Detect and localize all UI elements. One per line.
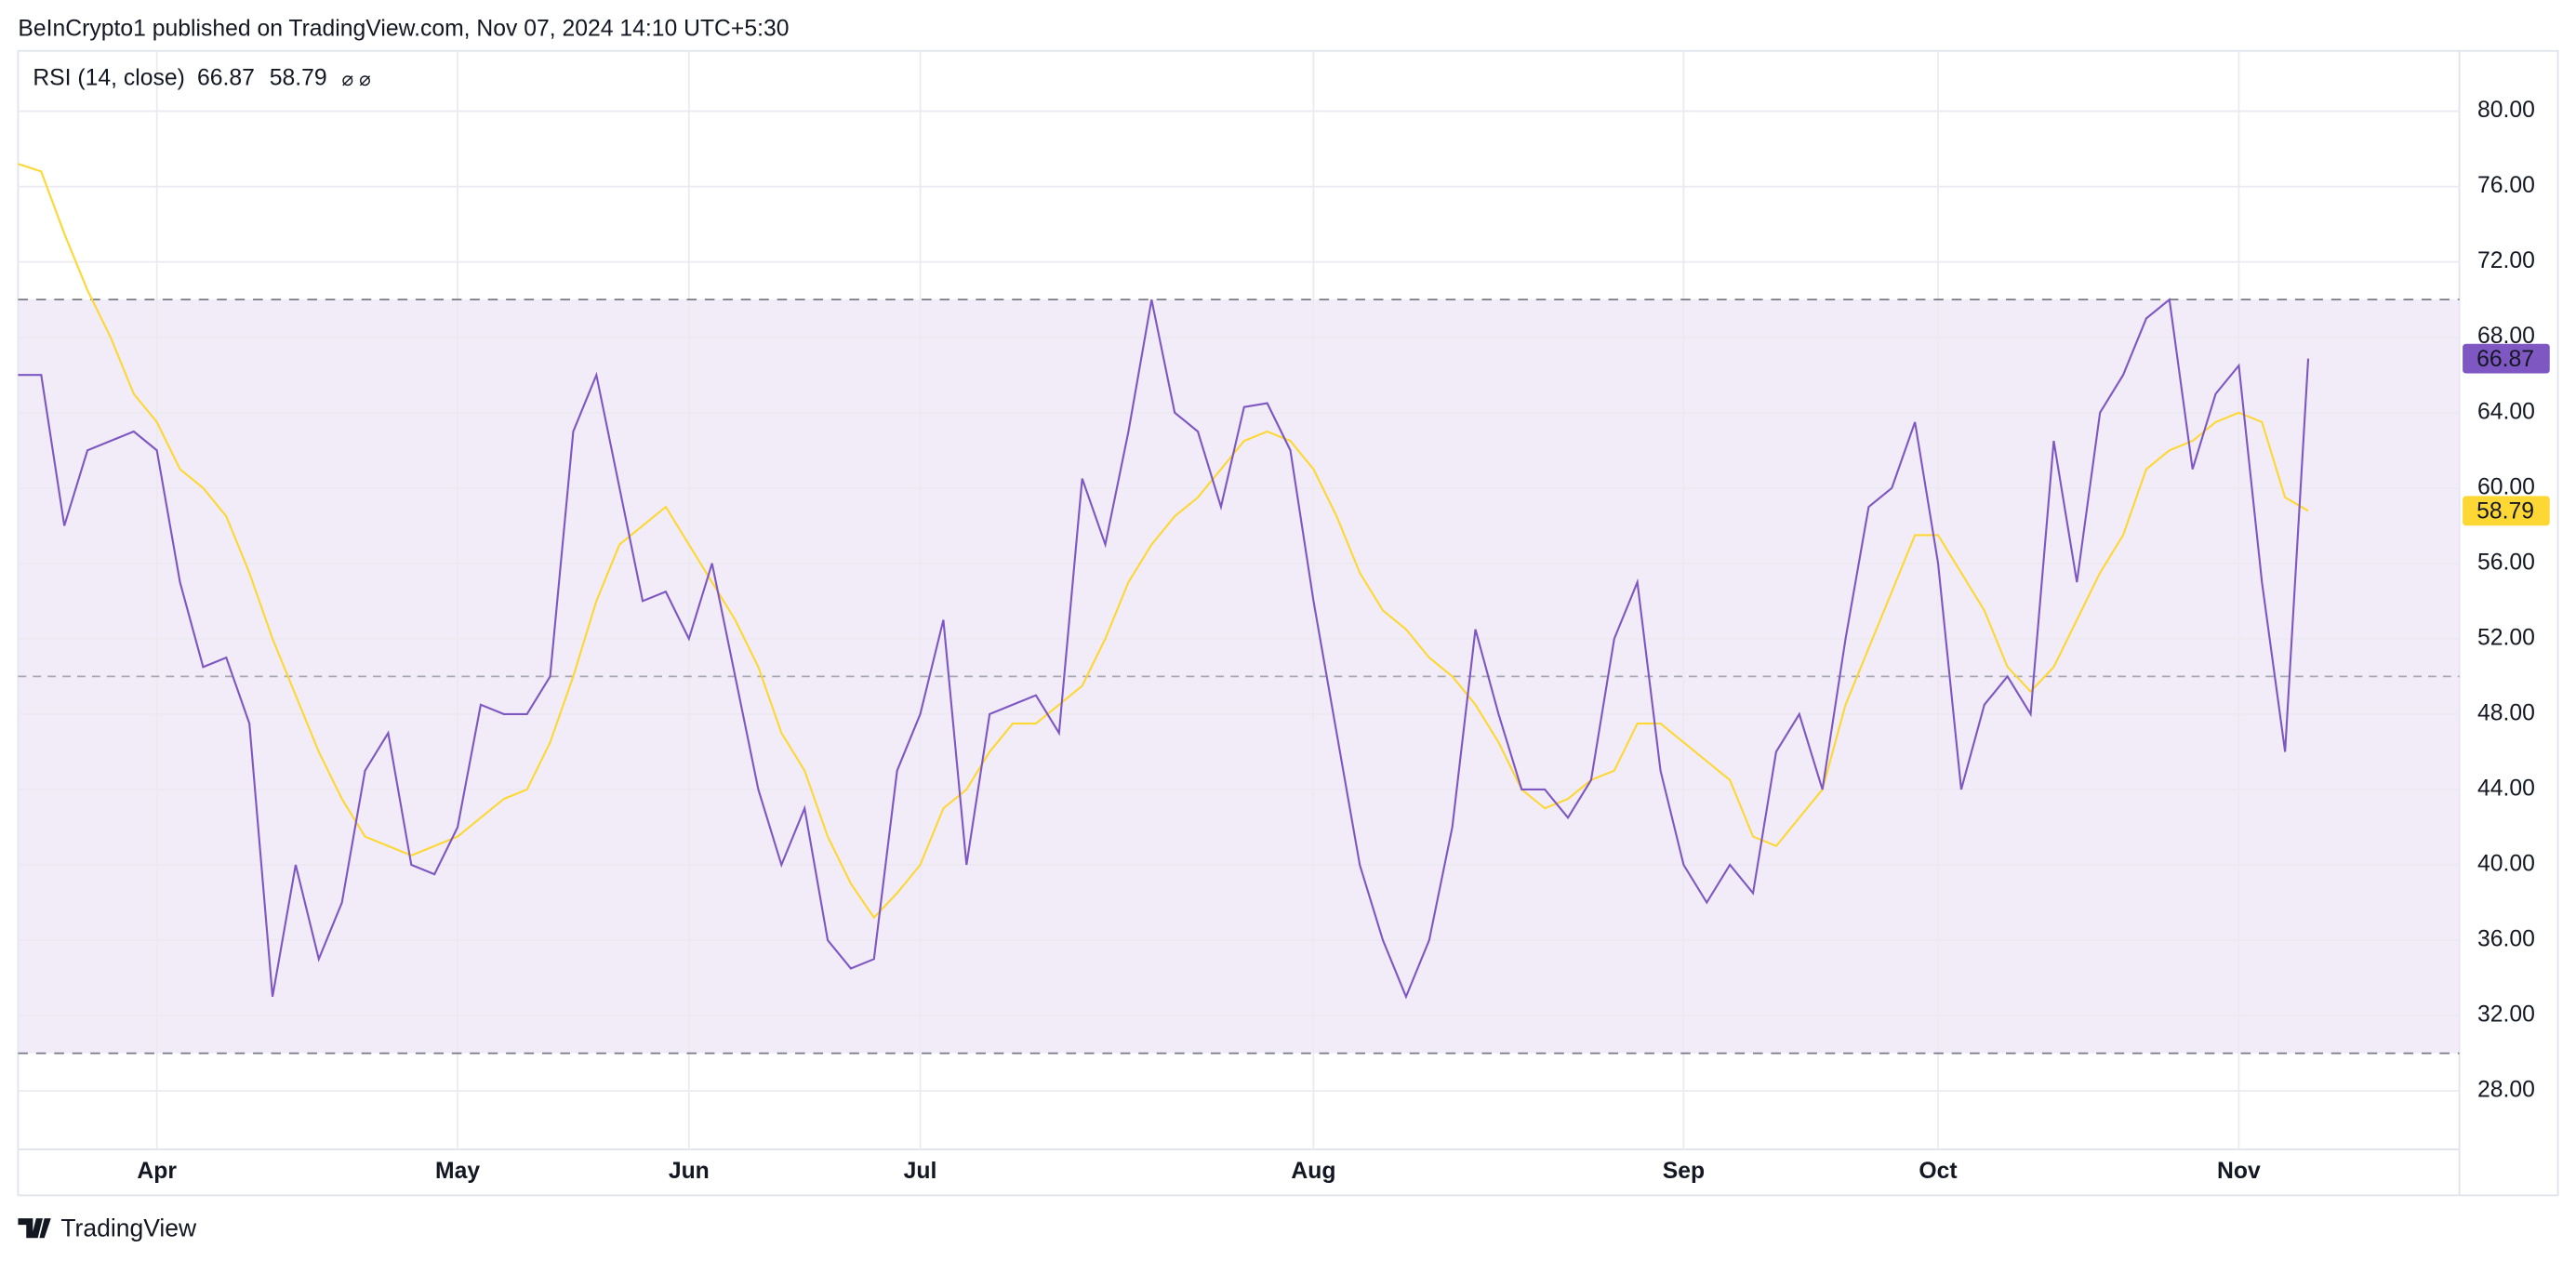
x-tick-label: Aug <box>1291 1159 1335 1184</box>
y-tick-label: 76.00 <box>2477 173 2535 198</box>
tradingview-logo: TradingView <box>18 1214 197 1241</box>
x-tick-label: Sep <box>1663 1159 1705 1184</box>
y-tick-label: 44.00 <box>2477 776 2535 801</box>
price-label: 66.87 <box>2476 347 2534 372</box>
x-tick-label: Apr <box>137 1159 177 1184</box>
y-tick-label: 52.00 <box>2477 625 2535 650</box>
y-tick-label: 36.00 <box>2477 927 2535 952</box>
publisher-line: BeInCrypto1 published on TradingView.com… <box>18 16 789 41</box>
x-tick-label: May <box>435 1159 480 1184</box>
y-tick-label: 32.00 <box>2477 1002 2535 1028</box>
series-line <box>18 163 2309 920</box>
y-tick-label: 64.00 <box>2477 399 2535 424</box>
y-tick-label: 40.00 <box>2477 852 2535 877</box>
legend-icon: ⌀ ⌀ <box>341 69 370 90</box>
y-tick-label: 80.00 <box>2477 98 2535 123</box>
plot: 28.00 32.00 36.00 40.00 44.00 48.00 52.00 56.00… <box>18 50 2550 1184</box>
y-tick-label: 56.00 <box>2477 550 2535 575</box>
y-tick-label: 60.00 <box>2477 474 2535 499</box>
x-tick-label: Oct <box>1919 1159 1957 1184</box>
price-label: 58.79 <box>2476 499 2534 524</box>
legend-value: 66.87 <box>197 65 255 90</box>
y-tick-label: 28.00 <box>2477 1078 2535 1103</box>
price-label-box <box>2463 496 2550 526</box>
x-tick-label: Nov <box>2217 1159 2261 1184</box>
x-tick-label: Jul <box>904 1159 937 1184</box>
price-label-box <box>2463 343 2550 374</box>
legend-title: RSI (14, close) <box>33 65 185 90</box>
brand: TradingView <box>60 1214 197 1241</box>
y-tick-label: 48.00 <box>2477 700 2535 725</box>
series-line <box>18 298 2310 1000</box>
x-tick-label: Jun <box>669 1159 710 1184</box>
y-tick-label: 72.00 <box>2477 248 2535 273</box>
legend-value: 58.79 <box>270 65 327 90</box>
